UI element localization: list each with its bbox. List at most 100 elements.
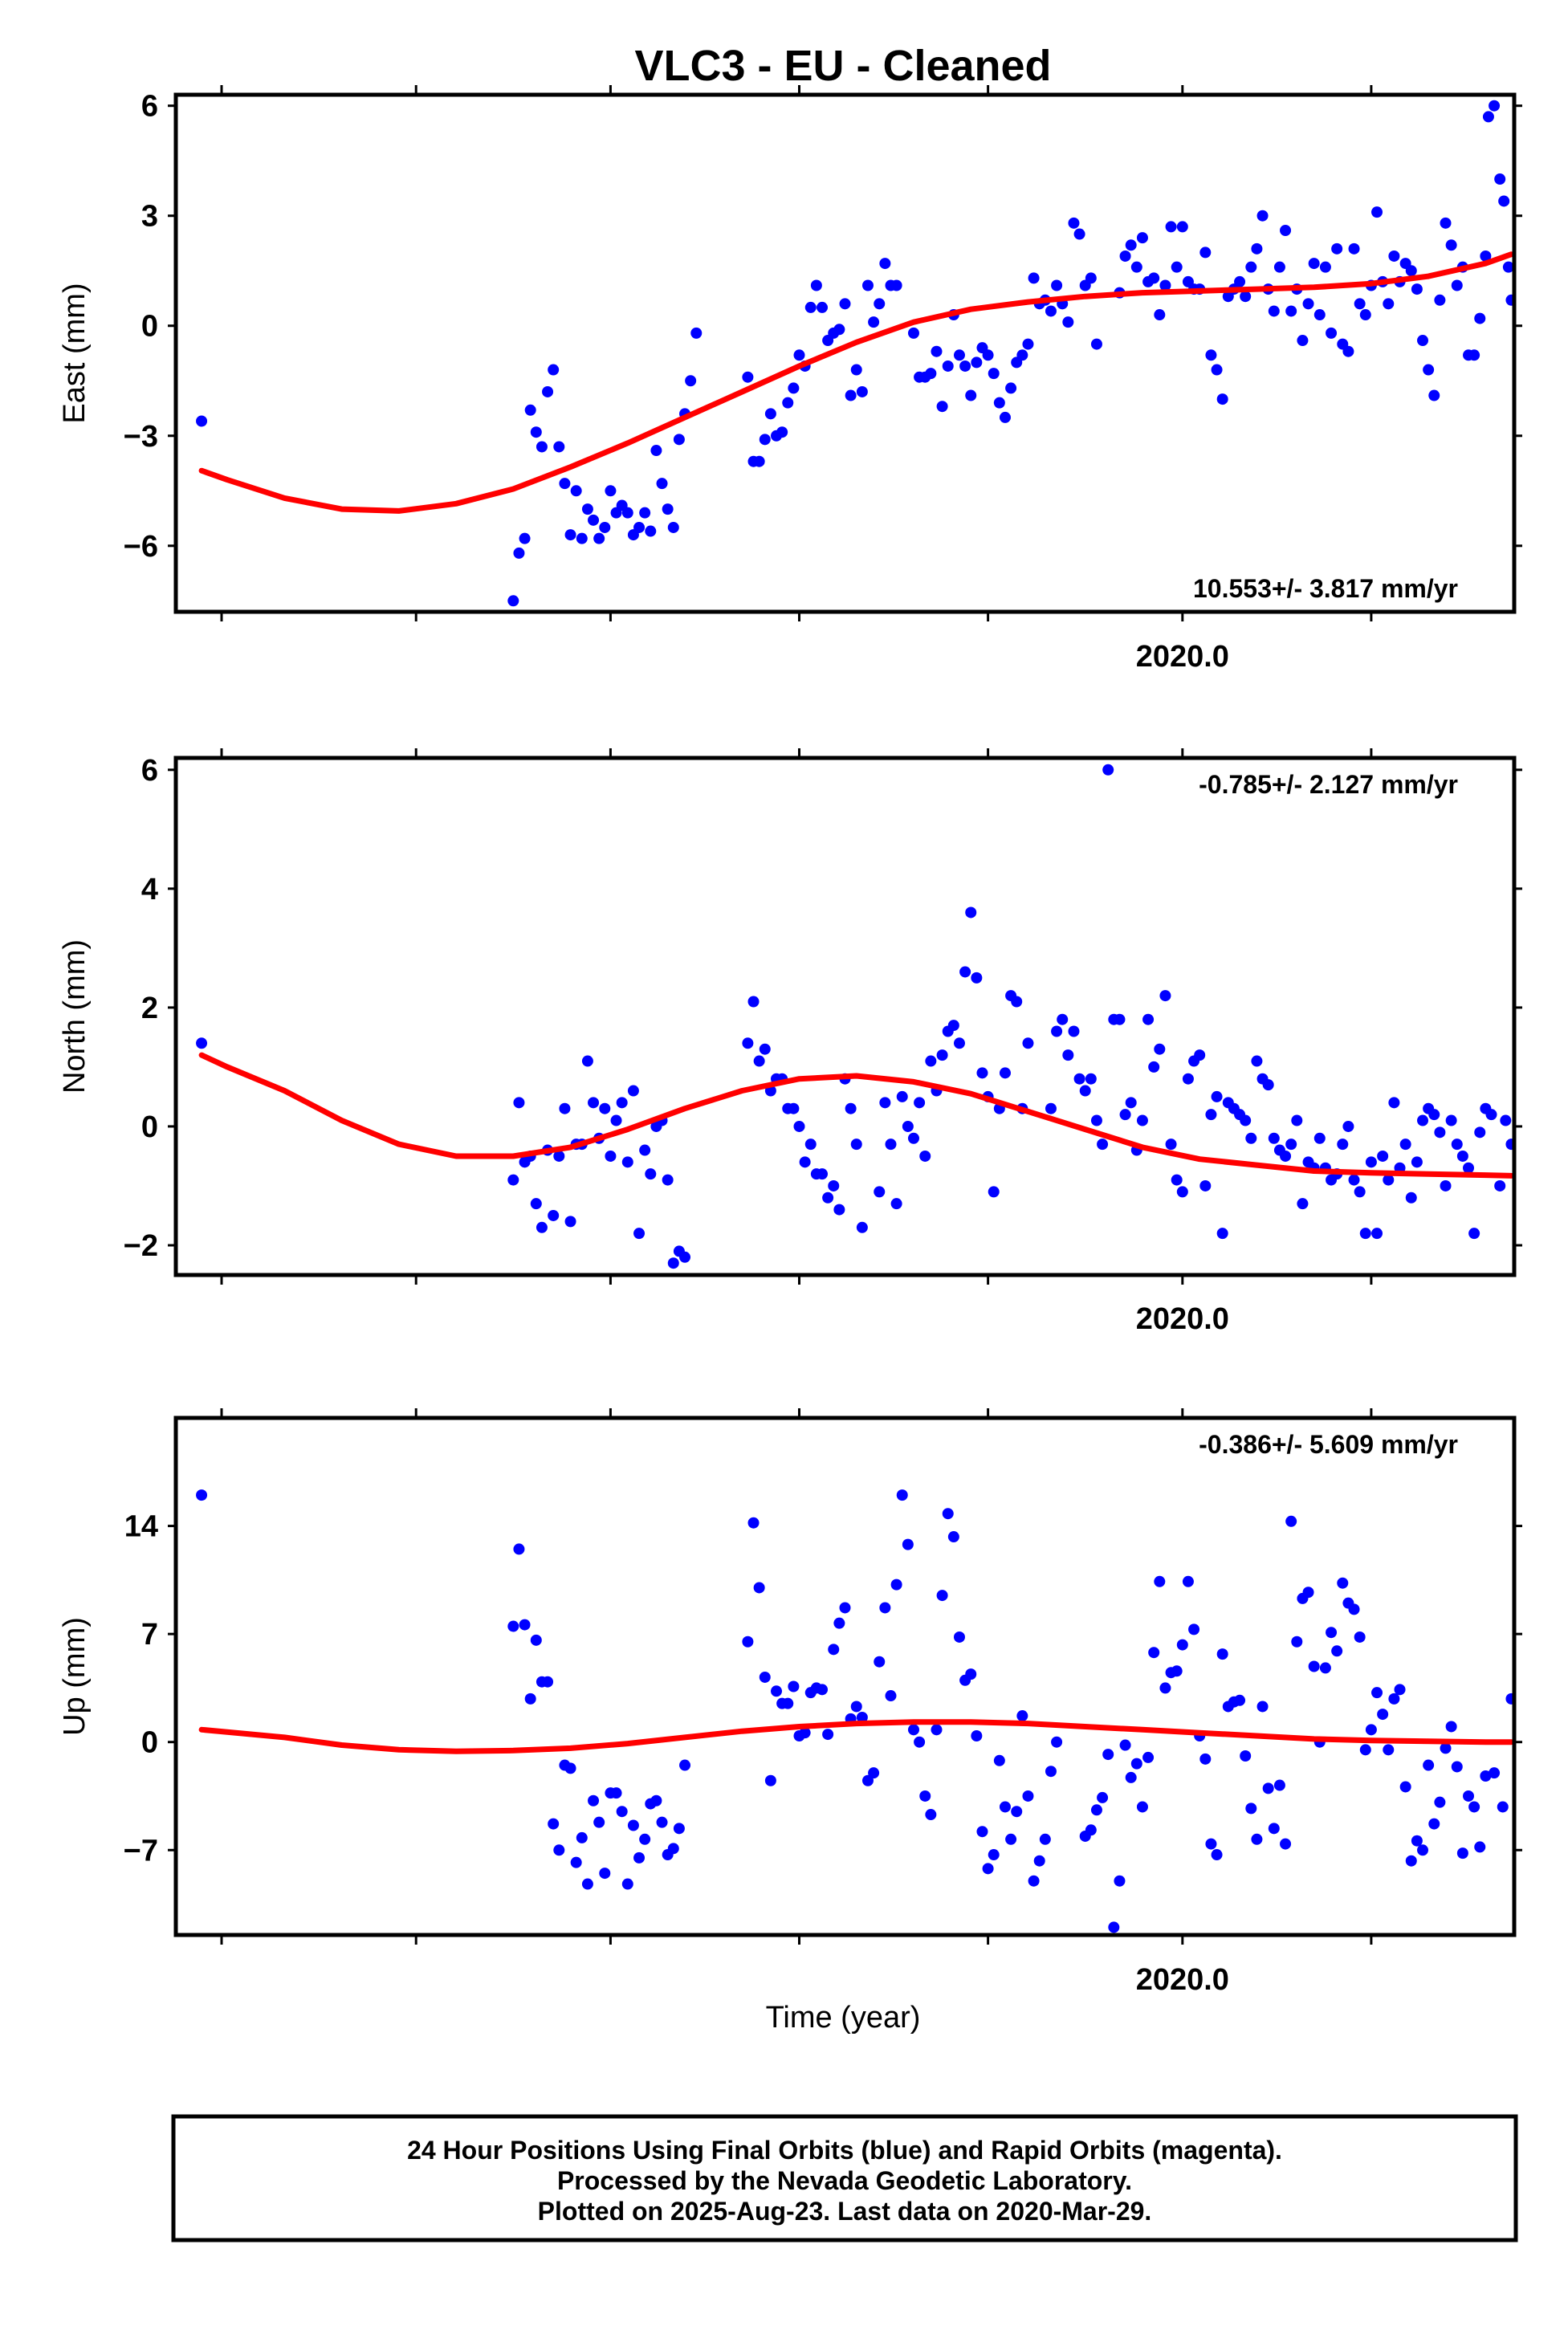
north-data-point xyxy=(1434,1126,1446,1139)
up-data-point xyxy=(976,1826,988,1838)
east-data-point xyxy=(965,389,977,401)
up-data-point xyxy=(988,1849,1000,1861)
east-data-point xyxy=(645,525,657,537)
east-data-point xyxy=(1474,312,1486,324)
up-data-point xyxy=(1489,1767,1501,1779)
up-data-point xyxy=(868,1767,880,1779)
up-data-point xyxy=(553,1844,565,1856)
east-data-point xyxy=(530,426,542,438)
up-data-point xyxy=(1285,1515,1297,1527)
north-data-point xyxy=(1136,1114,1148,1126)
up-data-point xyxy=(1125,1771,1137,1783)
up-data-point xyxy=(1394,1684,1406,1696)
up-data-point xyxy=(1434,1796,1446,1808)
east-fit-line xyxy=(198,251,1514,514)
footer-line-3: Plotted on 2025-Aug-23. Last data on 202… xyxy=(538,2197,1152,2226)
up-data-point xyxy=(879,1602,891,1614)
north-data-point xyxy=(833,1204,845,1216)
up-data-point xyxy=(507,1620,519,1632)
east-data-point xyxy=(810,279,822,291)
east-data-point xyxy=(845,389,857,401)
up-data-point xyxy=(850,1701,862,1713)
east-data-point xyxy=(936,401,948,413)
x-axis-label: Time (year) xyxy=(766,2001,921,2035)
north-data-point xyxy=(1485,1109,1497,1121)
north-data-point xyxy=(1313,1132,1326,1144)
north-data-point xyxy=(1148,1061,1160,1073)
north-data-point xyxy=(799,1156,811,1168)
east-data-point xyxy=(513,547,525,559)
north-data-point xyxy=(1165,1139,1177,1151)
up-data-point xyxy=(1188,1623,1200,1635)
east-data-point xyxy=(1148,272,1160,284)
east-data-point xyxy=(982,349,994,361)
up-data-point xyxy=(1428,1818,1440,1830)
east-data-point xyxy=(850,364,862,376)
east-data-point xyxy=(953,349,965,361)
east-data-point xyxy=(1240,291,1252,303)
east-data-point xyxy=(988,368,1000,380)
up-data-point xyxy=(759,1671,771,1683)
east-data-point xyxy=(868,316,880,328)
north-data-point xyxy=(1474,1126,1486,1139)
up-data-point xyxy=(1445,1721,1457,1733)
north-data-point xyxy=(1205,1109,1217,1121)
north-data-point xyxy=(662,1174,674,1186)
up-data-point xyxy=(817,1684,829,1696)
east-data-point xyxy=(782,397,794,409)
up-data-point xyxy=(782,1697,794,1709)
east-data-point xyxy=(542,385,554,397)
up-data-point xyxy=(822,1729,834,1741)
north-data-point xyxy=(788,1102,800,1114)
north-data-point xyxy=(919,1150,931,1162)
east-data-point xyxy=(907,327,919,339)
east-data-point xyxy=(1440,217,1452,229)
east-data-point xyxy=(1428,389,1440,401)
up-data-point xyxy=(524,1693,536,1705)
up-data-point xyxy=(621,1878,633,1890)
north-data-point xyxy=(925,1055,937,1067)
east-data-point xyxy=(639,507,651,519)
north-data-point xyxy=(1371,1228,1383,1240)
up-data-point xyxy=(747,1517,760,1529)
east-data-point xyxy=(1234,275,1246,287)
north-data-point xyxy=(1176,1186,1188,1198)
east-data-point xyxy=(1348,242,1360,255)
east-data-point xyxy=(1051,279,1063,291)
east-data-point xyxy=(605,485,617,497)
up-data-point xyxy=(1251,1833,1263,1845)
east-data-point xyxy=(1199,246,1212,259)
north-data-point xyxy=(1245,1132,1257,1144)
up-fit-line xyxy=(198,1719,1514,1754)
up-data-point xyxy=(667,1843,679,1855)
north-data-point xyxy=(667,1257,679,1269)
up-data-point xyxy=(1142,1751,1155,1763)
east-data-point xyxy=(1245,261,1257,273)
up-data-point xyxy=(1399,1781,1411,1793)
up-data-point xyxy=(1302,1587,1314,1599)
up-data-point xyxy=(1171,1665,1183,1677)
up-data-point xyxy=(1085,1824,1097,1836)
north-data-point xyxy=(1445,1114,1457,1126)
up-data-point xyxy=(1016,1710,1028,1722)
up-data-point xyxy=(1148,1647,1160,1659)
north-data-point xyxy=(936,1049,948,1061)
east-data-point xyxy=(1405,265,1417,277)
up-data-point xyxy=(1405,1855,1417,1867)
up-data-point xyxy=(548,1818,560,1830)
up-data-point xyxy=(1033,1855,1045,1867)
east-data-point xyxy=(1297,335,1309,347)
north-fit-line xyxy=(198,1052,1514,1179)
north-data-point xyxy=(1291,1114,1303,1126)
up-data-point xyxy=(982,1863,994,1875)
north-data-point xyxy=(627,1085,639,1097)
up-data-points xyxy=(196,1489,1514,1933)
north-data-point xyxy=(1297,1198,1309,1210)
north-data-point xyxy=(1354,1186,1366,1198)
east-data-point xyxy=(1211,364,1223,376)
north-data-point xyxy=(828,1179,840,1191)
up-data-point xyxy=(1108,1921,1120,1933)
north-data-point xyxy=(1505,1139,1514,1151)
up-data-point xyxy=(1028,1875,1040,1887)
north-data-point xyxy=(621,1156,633,1168)
